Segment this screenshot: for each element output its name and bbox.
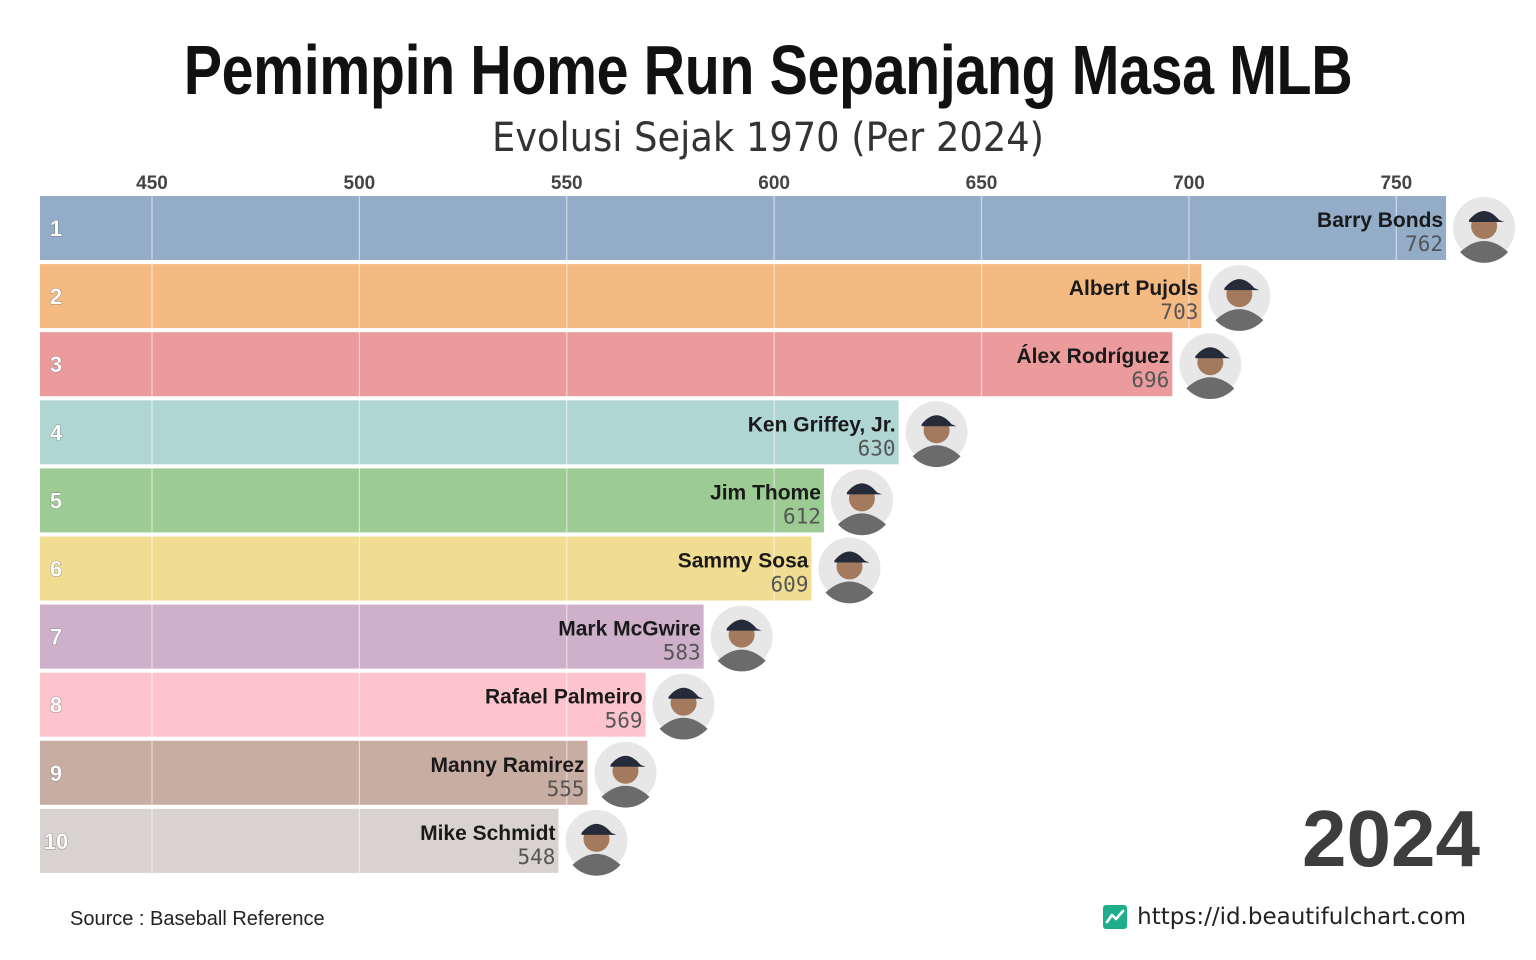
- x-tick-label: 650: [966, 173, 998, 194]
- player-avatar: [592, 739, 659, 808]
- bar: [40, 808, 559, 873]
- avatar-shoulders: [1186, 377, 1235, 400]
- rank-label: 2: [50, 284, 62, 309]
- home-run-value-label: 612: [783, 504, 821, 528]
- home-run-value-label: 569: [605, 709, 643, 733]
- bar: [40, 740, 588, 805]
- avatar-shoulders: [601, 785, 650, 808]
- avatar-cap: [834, 551, 870, 563]
- avatar-cap: [921, 415, 957, 427]
- avatar-cap: [1469, 211, 1505, 222]
- player-name-label: Ken Griffey, Jr.: [748, 413, 896, 436]
- x-tick-label: 500: [344, 173, 376, 194]
- player-name-label: Manny Ramirez: [430, 754, 584, 777]
- home-run-value-label: 609: [771, 573, 809, 597]
- avatar-cap: [610, 755, 646, 767]
- player-name-label: Álex Rodríguez: [1016, 345, 1169, 368]
- bar: [40, 672, 646, 737]
- player-name-label: Mike Schmidt: [420, 822, 555, 845]
- player-name-label: Barry Bonds: [1317, 209, 1443, 232]
- player-avatar: [828, 467, 895, 536]
- rank-label: 7: [50, 625, 62, 650]
- avatar-shoulders: [912, 445, 961, 468]
- player-name-label: Rafael Palmeiro: [485, 686, 643, 709]
- player-avatar: [650, 671, 717, 740]
- x-tick-label: 750: [1380, 173, 1412, 194]
- home-run-value-label: 630: [858, 436, 896, 460]
- home-run-value-label: 555: [547, 777, 585, 801]
- player-avatar: [1206, 263, 1273, 331]
- rank-label: 1: [50, 216, 62, 241]
- avatar-shoulders: [572, 853, 621, 876]
- player-name-label: Mark McGwire: [558, 618, 700, 641]
- player-avatar: [816, 535, 883, 604]
- bar: [40, 536, 812, 601]
- home-run-value-label: 583: [663, 641, 701, 665]
- player-avatar: [1177, 331, 1244, 400]
- avatar-shoulders: [717, 649, 766, 672]
- home-run-value-label: 696: [1131, 368, 1169, 392]
- avatar-shoulders: [659, 717, 708, 740]
- x-tick-label: 700: [1173, 173, 1205, 194]
- avatar-shoulders: [1460, 241, 1509, 263]
- player-avatar: [708, 603, 775, 672]
- bar: [40, 400, 899, 465]
- rank-label: 5: [50, 488, 62, 513]
- avatar-cap: [1195, 347, 1231, 359]
- bar: [40, 604, 704, 669]
- bar: [40, 264, 1202, 329]
- rank-label: 10: [44, 829, 68, 854]
- home-run-value-label: 762: [1405, 232, 1443, 256]
- source-note: Source : Baseball Reference: [70, 908, 325, 930]
- rank-label: 4: [50, 420, 63, 445]
- x-tick-label: 600: [758, 173, 790, 194]
- website-link[interactable]: https://id.beautifulchart.com: [1103, 904, 1466, 930]
- player-name-label: Sammy Sosa: [678, 550, 809, 573]
- trend-line-icon: [1103, 905, 1128, 929]
- home-run-value-label: 548: [518, 845, 556, 869]
- chart-subtitle: Evolusi Sejak 1970 (Per 2024): [491, 115, 1045, 161]
- rank-label: 3: [50, 352, 62, 377]
- avatar-shoulders: [1215, 309, 1264, 331]
- rank-label: 8: [50, 693, 62, 718]
- avatar-shoulders: [825, 581, 874, 604]
- chart-title: Pemimpin Home Run Sepanjang Masa MLB: [183, 31, 1353, 109]
- player-avatar: [563, 807, 630, 876]
- avatar-cap: [581, 823, 617, 835]
- player-avatar: [903, 399, 970, 468]
- bar: [40, 468, 824, 533]
- rank-label: 9: [50, 761, 62, 786]
- year-label: 2024: [1302, 794, 1480, 883]
- x-tick-label: 450: [136, 173, 168, 194]
- player-avatar: [1451, 195, 1518, 263]
- bars: [40, 196, 1447, 873]
- player-name-label: Jim Thome: [710, 481, 821, 504]
- avatar-shoulders: [837, 513, 886, 536]
- home-run-value-label: 703: [1160, 300, 1198, 324]
- rank-label: 6: [50, 557, 62, 582]
- x-tick-label: 550: [551, 173, 583, 194]
- avatar-cap: [846, 483, 882, 495]
- bar: [40, 332, 1173, 397]
- bar: [40, 196, 1447, 260]
- avatar-cap: [726, 619, 762, 631]
- avatar-cap: [1224, 279, 1260, 291]
- website-url[interactable]: https://id.beautifulchart.com: [1137, 904, 1466, 930]
- player-name-label: Albert Pujols: [1069, 277, 1199, 300]
- avatar-cap: [668, 687, 704, 699]
